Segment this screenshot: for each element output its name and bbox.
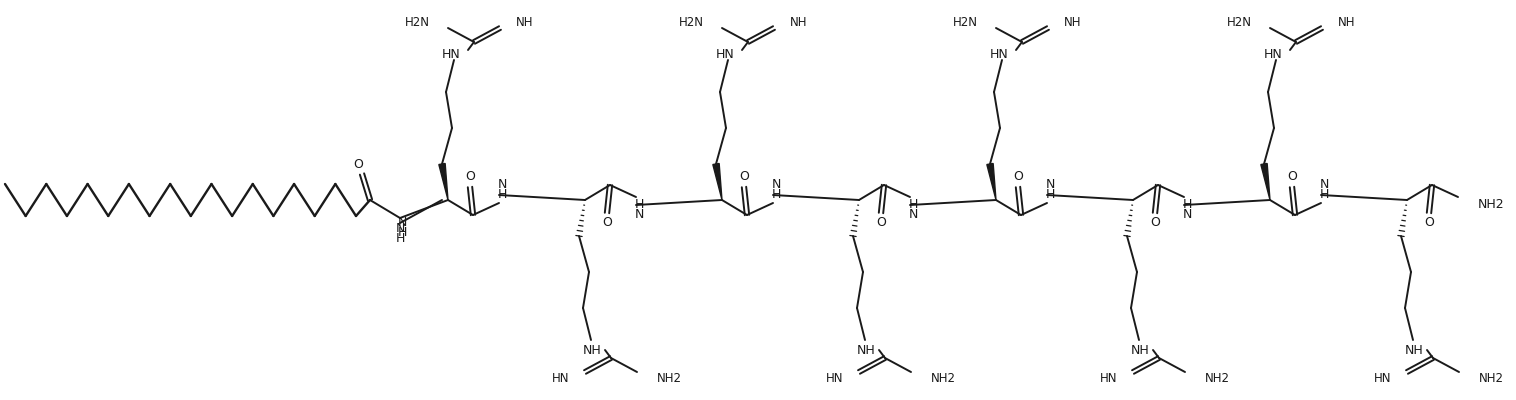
Text: N: N <box>497 178 506 192</box>
Text: HN: HN <box>716 48 735 60</box>
Text: NH: NH <box>584 344 602 356</box>
Text: O: O <box>1151 216 1160 230</box>
Text: H: H <box>1182 198 1192 212</box>
Text: N: N <box>1182 208 1192 222</box>
Text: NH: NH <box>1064 16 1081 28</box>
Text: H: H <box>908 198 917 212</box>
Text: NH: NH <box>515 16 534 28</box>
Text: N: N <box>1319 178 1328 192</box>
Text: NH2: NH2 <box>1480 372 1504 384</box>
Text: H: H <box>497 188 506 202</box>
Text: HN: HN <box>1373 372 1392 384</box>
Text: H: H <box>1046 188 1055 202</box>
Text: N: N <box>634 208 644 222</box>
Text: HN: HN <box>1099 372 1117 384</box>
Polygon shape <box>713 164 722 200</box>
Text: O: O <box>602 216 612 230</box>
Text: O: O <box>876 216 885 230</box>
Text: O: O <box>1424 216 1434 230</box>
Text: NH2: NH2 <box>656 372 682 384</box>
Text: O: O <box>1287 170 1296 184</box>
Text: H: H <box>772 188 781 202</box>
Text: NH: NH <box>1405 344 1424 356</box>
Text: HN: HN <box>826 372 843 384</box>
Text: HN: HN <box>552 372 568 384</box>
Text: NH: NH <box>1131 344 1149 356</box>
Text: H: H <box>634 198 644 212</box>
Text: H2N: H2N <box>1226 16 1252 28</box>
Text: H: H <box>1319 188 1328 202</box>
Text: N: N <box>1046 178 1055 192</box>
Polygon shape <box>987 164 996 200</box>
Text: H: H <box>396 232 405 244</box>
Text: N: N <box>772 178 781 192</box>
Text: HN: HN <box>443 48 461 60</box>
Text: HN: HN <box>990 48 1008 60</box>
Polygon shape <box>1261 164 1270 200</box>
Text: N: N <box>396 222 405 234</box>
Text: NH: NH <box>857 344 876 356</box>
Text: NH: NH <box>1339 16 1355 28</box>
Text: NH2: NH2 <box>1478 198 1504 212</box>
Text: O: O <box>740 170 749 184</box>
Text: NH: NH <box>790 16 808 28</box>
Polygon shape <box>438 164 449 200</box>
Text: NH2: NH2 <box>931 372 957 384</box>
Text: N: N <box>908 208 917 222</box>
Text: N: N <box>397 216 406 230</box>
Text: H2N: H2N <box>405 16 431 28</box>
Text: H2N: H2N <box>679 16 703 28</box>
Text: O: O <box>353 158 362 170</box>
Text: NH2: NH2 <box>1205 372 1229 384</box>
Text: H2N: H2N <box>954 16 978 28</box>
Text: HN: HN <box>1264 48 1283 60</box>
Text: O: O <box>465 170 475 184</box>
Text: H: H <box>397 226 406 240</box>
Text: O: O <box>1013 170 1023 184</box>
